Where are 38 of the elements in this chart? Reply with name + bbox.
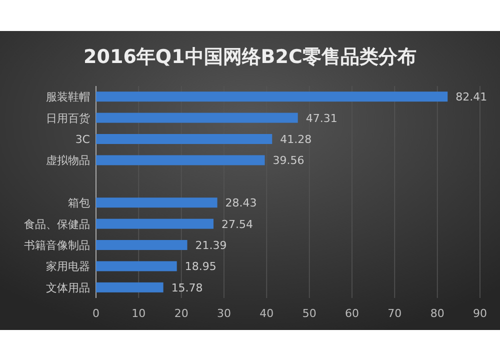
data-label: 21.39 (195, 239, 227, 252)
x-tick-label: 0 (92, 307, 100, 320)
y-tick-label: 日用百货 (46, 112, 90, 125)
bar (96, 134, 272, 144)
bar (96, 112, 298, 123)
x-tick-label: 10 (132, 307, 146, 320)
data-label: 39.56 (272, 154, 304, 168)
bar (96, 282, 164, 292)
data-label: 41.28 (280, 133, 312, 146)
data-label: 18.95 (184, 260, 216, 274)
chart-title: 2016年Q1中国网络B2C零售品类分布 (84, 46, 416, 68)
data-label: 27.54 (222, 218, 254, 231)
x-tick-label: 50 (302, 307, 316, 320)
y-tick-label: 3C (75, 133, 90, 146)
x-tick-label: 80 (430, 307, 444, 320)
x-tick-label: 60 (345, 307, 359, 320)
bar (96, 240, 188, 250)
y-tick-label: 服装鞋帽 (46, 90, 90, 104)
y-tick-label: 食品、保健品 (24, 218, 90, 231)
x-tick-label: 20 (174, 307, 188, 320)
y-tick-label: 虚拟物品 (46, 154, 90, 168)
bar (96, 155, 265, 166)
x-tick-label: 30 (217, 307, 231, 320)
y-tick-label: 箱包 (68, 196, 90, 210)
x-tick-label: 70 (388, 307, 402, 320)
y-tick-label: 文体用品 (46, 281, 90, 294)
data-label: 15.78 (171, 281, 203, 294)
x-tick-label: 40 (260, 307, 274, 320)
data-label: 82.41 (456, 90, 488, 104)
y-tick-label: 书籍音像制品 (24, 239, 90, 252)
data-label: 28.43 (225, 196, 257, 210)
data-label: 47.31 (306, 112, 338, 125)
bar (96, 261, 177, 272)
x-tick-label: 90 (473, 307, 487, 320)
bar (96, 198, 218, 208)
bar (96, 92, 448, 102)
bar (96, 218, 214, 229)
y-tick-label: 家用电器 (46, 260, 90, 274)
